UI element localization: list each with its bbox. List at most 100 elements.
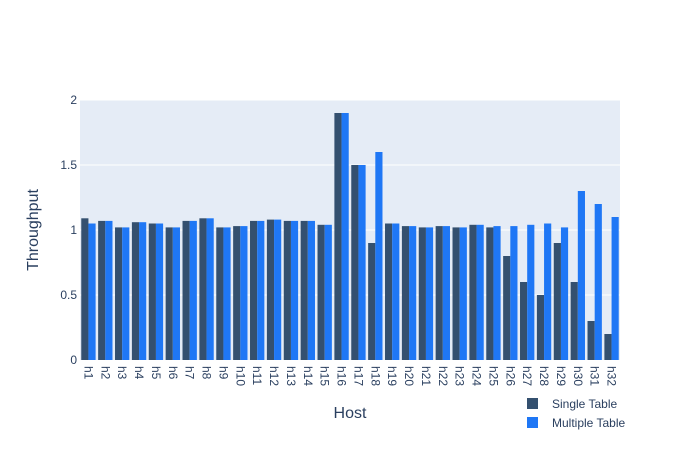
legend-label: Single Table bbox=[552, 397, 617, 411]
x-tick-label: h31 bbox=[588, 366, 602, 386]
bar bbox=[148, 223, 156, 360]
bar bbox=[520, 282, 528, 360]
bar bbox=[577, 191, 585, 360]
bar bbox=[476, 224, 484, 360]
x-tick-label: h5 bbox=[149, 366, 163, 380]
x-tick-label: h20 bbox=[402, 366, 416, 386]
bar bbox=[351, 165, 359, 360]
x-tick-label: h10 bbox=[233, 366, 247, 386]
x-tick-label: h25 bbox=[486, 366, 500, 386]
x-tick-label: h29 bbox=[554, 366, 568, 386]
x-tick-label: h28 bbox=[537, 366, 551, 386]
bar bbox=[240, 226, 248, 360]
x-tick-label: h8 bbox=[200, 366, 214, 380]
bar bbox=[283, 220, 291, 360]
bar bbox=[503, 256, 511, 360]
x-tick-label: h18 bbox=[368, 366, 382, 386]
bar bbox=[442, 226, 450, 360]
bar bbox=[527, 224, 535, 360]
bar bbox=[493, 226, 501, 360]
legend-item[interactable]: Multiple Table bbox=[527, 416, 625, 430]
bar bbox=[257, 220, 265, 360]
bar bbox=[425, 227, 434, 360]
bar bbox=[469, 224, 477, 360]
bar bbox=[307, 220, 315, 360]
bar bbox=[172, 227, 180, 360]
bar bbox=[510, 226, 518, 360]
bar bbox=[334, 113, 342, 360]
bar bbox=[165, 227, 173, 360]
bar bbox=[131, 222, 140, 360]
legend-swatch bbox=[527, 417, 538, 428]
bar bbox=[418, 227, 426, 360]
x-tick-label: h22 bbox=[436, 366, 450, 386]
x-tick-label: h30 bbox=[571, 366, 585, 386]
bar bbox=[250, 220, 258, 360]
y-axis-ticks: 0 0.5 1 1.5 2 bbox=[60, 93, 77, 367]
bar bbox=[536, 295, 545, 360]
bar bbox=[88, 223, 96, 360]
bar bbox=[290, 220, 299, 360]
bar bbox=[115, 227, 123, 360]
bar bbox=[594, 204, 602, 360]
x-tick-label: h27 bbox=[520, 366, 534, 386]
x-tick-label: h21 bbox=[419, 366, 433, 386]
x-tick-label: h14 bbox=[301, 366, 315, 386]
x-tick-label: h2 bbox=[98, 366, 112, 380]
bar bbox=[216, 227, 224, 360]
bar bbox=[223, 227, 231, 360]
bar bbox=[544, 223, 552, 360]
bar bbox=[155, 223, 164, 360]
y-tick-label: 0 bbox=[70, 353, 77, 367]
x-tick-label: h19 bbox=[385, 366, 399, 386]
x-tick-label: h16 bbox=[335, 366, 349, 386]
bar bbox=[300, 220, 308, 360]
x-tick-label: h9 bbox=[216, 366, 230, 380]
bar bbox=[233, 226, 241, 360]
y-tick-label: 2 bbox=[70, 93, 77, 107]
bar bbox=[274, 219, 282, 360]
bar bbox=[189, 220, 197, 360]
x-tick-label: h23 bbox=[453, 366, 467, 386]
bar bbox=[341, 113, 349, 360]
x-tick-label: h26 bbox=[503, 366, 517, 386]
bar bbox=[358, 165, 366, 360]
bar bbox=[570, 282, 578, 360]
bar bbox=[611, 217, 619, 360]
x-tick-label: h3 bbox=[115, 366, 129, 380]
x-tick-label: h6 bbox=[166, 366, 180, 380]
x-tick-label: h7 bbox=[183, 366, 197, 380]
bar bbox=[385, 223, 393, 360]
bar bbox=[486, 227, 494, 360]
x-tick-label: h15 bbox=[318, 366, 332, 386]
x-tick-label: h13 bbox=[284, 366, 298, 386]
bar bbox=[392, 223, 400, 360]
bar bbox=[266, 219, 275, 360]
y-tick-label: 1.5 bbox=[60, 158, 77, 172]
bar bbox=[139, 222, 147, 360]
x-tick-label: h11 bbox=[250, 366, 264, 385]
bar bbox=[409, 226, 417, 360]
bar bbox=[105, 220, 113, 360]
bar bbox=[324, 224, 332, 360]
x-axis-title: Host bbox=[334, 405, 367, 422]
bar bbox=[206, 218, 214, 360]
bar bbox=[452, 227, 460, 360]
bars bbox=[81, 113, 619, 360]
bar bbox=[587, 321, 595, 360]
bar bbox=[368, 243, 376, 360]
legend-swatch bbox=[527, 398, 538, 409]
bar bbox=[604, 334, 612, 360]
y-tick-label: 1 bbox=[70, 223, 77, 237]
legend[interactable]: Single Table Multiple Table bbox=[527, 397, 625, 430]
bar bbox=[98, 220, 106, 360]
bar bbox=[199, 218, 207, 360]
bar bbox=[459, 227, 467, 360]
legend-item[interactable]: Single Table bbox=[527, 397, 617, 411]
legend-label: Multiple Table bbox=[552, 416, 625, 430]
bar bbox=[401, 226, 410, 360]
bar bbox=[435, 226, 443, 360]
bar bbox=[81, 218, 89, 360]
bar bbox=[122, 227, 130, 360]
